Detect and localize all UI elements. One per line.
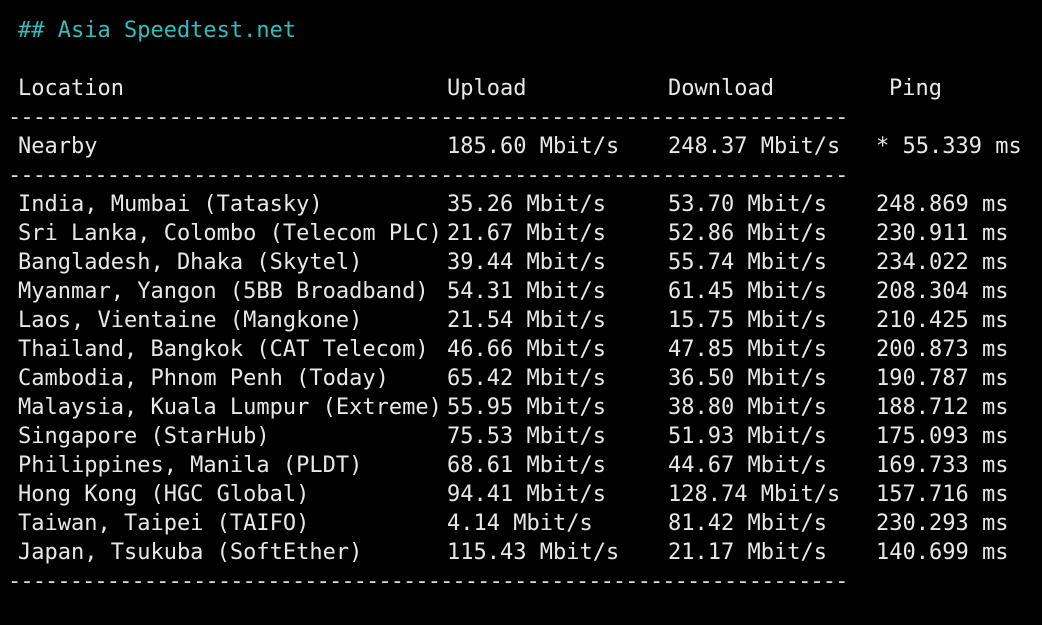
cell-upload: 39.44 Mbit/s	[447, 250, 606, 275]
cell-upload: 4.14 Mbit/s	[447, 511, 593, 536]
section-title: ## Asia Speedtest.net	[18, 18, 297, 43]
table-row: India, Mumbai (Tatasky) 35.26 Mbit/s 53.70…	[0, 190, 1042, 219]
separator: ----------------------------------------…	[8, 163, 848, 188]
cell-upload: 46.66 Mbit/s	[447, 337, 606, 362]
table-row: Myanmar, Yangon (5BB Broadband) 54.31 Mbi…	[0, 277, 1042, 306]
cell-ping: 208.304 ms	[876, 279, 1009, 304]
cell-ping: 234.022 ms	[876, 250, 1009, 275]
header-location: Location	[18, 76, 124, 101]
table-row: Laos, Vientaine (Mangkone) 21.54 Mbit/s 15…	[0, 306, 1042, 335]
cell-upload: 21.54 Mbit/s	[447, 308, 606, 333]
cell-location: Cambodia, Phnom Penh (Today)	[18, 366, 389, 391]
cell-location: Malaysia, Kuala Lumpur (Extreme)	[18, 395, 442, 420]
cell-download: 21.17 Mbit/s	[668, 540, 827, 565]
table-row: Malaysia, Kuala Lumpur (Extreme) 55.95 Mb…	[0, 393, 1042, 422]
cell-download: 38.80 Mbit/s	[668, 395, 827, 420]
cell-download: 44.67 Mbit/s	[668, 453, 827, 478]
cell-upload: 68.61 Mbit/s	[447, 453, 606, 478]
cell-location: Philippines, Manila (PLDT)	[18, 453, 363, 478]
cell-download: 53.70 Mbit/s	[668, 192, 827, 217]
cell-upload: 94.41 Mbit/s	[447, 482, 606, 507]
cell-upload: 75.53 Mbit/s	[447, 424, 606, 449]
separator-line: ----------------------------------------…	[0, 161, 1042, 190]
nearby-ping: * 55.339 ms	[876, 134, 1022, 159]
nearby-upload: 185.60 Mbit/s	[447, 134, 620, 159]
table-row: Cambodia, Phnom Penh (Today) 65.42 Mbit/s…	[0, 364, 1042, 393]
header-ping: Ping	[889, 76, 942, 101]
table-row: Sri Lanka, Colombo (Telecom PLC) 21.67 Mb…	[0, 219, 1042, 248]
table-row: Taiwan, Taipei (TAIFO) 4.14 Mbit/s 81.42 M…	[0, 509, 1042, 538]
cell-ping: 188.712 ms	[876, 395, 1009, 420]
cell-location: Myanmar, Yangon (5BB Broadband)	[18, 279, 429, 304]
cell-ping: 210.425 ms	[876, 308, 1009, 333]
cell-download: 81.42 Mbit/s	[668, 511, 827, 536]
cell-location: Japan, Tsukuba (SoftEther)	[18, 540, 363, 565]
section-title-line: ## Asia Speedtest.net	[0, 16, 1042, 45]
cell-download: 36.50 Mbit/s	[668, 366, 827, 391]
cell-download: 61.45 Mbit/s	[668, 279, 827, 304]
cell-location: Laos, Vientaine (Mangkone)	[18, 308, 363, 333]
cell-location: India, Mumbai (Tatasky)	[18, 192, 323, 217]
cell-download: 52.86 Mbit/s	[668, 221, 827, 246]
cell-ping: 200.873 ms	[876, 337, 1009, 362]
cell-ping: 230.911 ms	[876, 221, 1009, 246]
separator-line: ----------------------------------------…	[0, 103, 1042, 132]
header-row: Location Upload Download Ping	[0, 74, 1042, 103]
cell-upload: 115.43 Mbit/s	[447, 540, 620, 565]
cell-location: Bangladesh, Dhaka (Skytel)	[18, 250, 363, 275]
cell-download: 15.75 Mbit/s	[668, 308, 827, 333]
table-row: Japan, Tsukuba (SoftEther) 115.43 Mbit/s 2…	[0, 538, 1042, 567]
header-download: Download	[668, 76, 774, 101]
cell-ping: 169.733 ms	[876, 453, 1009, 478]
cell-location: Singapore (StarHub)	[18, 424, 270, 449]
table-row: Thailand, Bangkok (CAT Telecom) 46.66 Mbi…	[0, 335, 1042, 364]
cell-download: 128.74 Mbit/s	[668, 482, 841, 507]
cell-ping: 157.716 ms	[876, 482, 1009, 507]
cell-location: Thailand, Bangkok (CAT Telecom)	[18, 337, 429, 362]
table-row: Hong Kong (HGC Global) 94.41 Mbit/s 128.74…	[0, 480, 1042, 509]
cell-download: 51.93 Mbit/s	[668, 424, 827, 449]
cell-ping: 140.699 ms	[876, 540, 1009, 565]
cell-ping: 190.787 ms	[876, 366, 1009, 391]
header-upload: Upload	[447, 76, 527, 101]
cell-upload: 55.95 Mbit/s	[447, 395, 606, 420]
table-row: Bangladesh, Dhaka (Skytel) 39.44 Mbit/s 55…	[0, 248, 1042, 277]
cell-download: 55.74 Mbit/s	[668, 250, 827, 275]
table-row: Singapore (StarHub) 75.53 Mbit/s 51.93 Mbi…	[0, 422, 1042, 451]
cell-download: 47.85 Mbit/s	[668, 337, 827, 362]
cell-upload: 54.31 Mbit/s	[447, 279, 606, 304]
cell-upload: 21.67 Mbit/s	[447, 221, 606, 246]
table-row: Philippines, Manila (PLDT) 68.61 Mbit/s 44…	[0, 451, 1042, 480]
nearby-row: Nearby 185.60 Mbit/s 248.37 Mbit/s * 55.…	[0, 132, 1042, 161]
cell-location: Hong Kong (HGC Global)	[18, 482, 310, 507]
separator: ----------------------------------------…	[8, 569, 848, 594]
nearby-download: 248.37 Mbit/s	[668, 134, 841, 159]
separator-line: ----------------------------------------…	[0, 567, 1042, 596]
cell-location: Sri Lanka, Colombo (Telecom PLC)	[18, 221, 442, 246]
cell-location: Taiwan, Taipei (TAIFO)	[18, 511, 310, 536]
cell-ping: 230.293 ms	[876, 511, 1009, 536]
separator: ----------------------------------------…	[8, 105, 848, 130]
nearby-location: Nearby	[18, 134, 98, 159]
cell-upload: 35.26 Mbit/s	[447, 192, 606, 217]
cell-ping: 175.093 ms	[876, 424, 1009, 449]
cell-upload: 65.42 Mbit/s	[447, 366, 606, 391]
cell-ping: 248.869 ms	[876, 192, 1009, 217]
